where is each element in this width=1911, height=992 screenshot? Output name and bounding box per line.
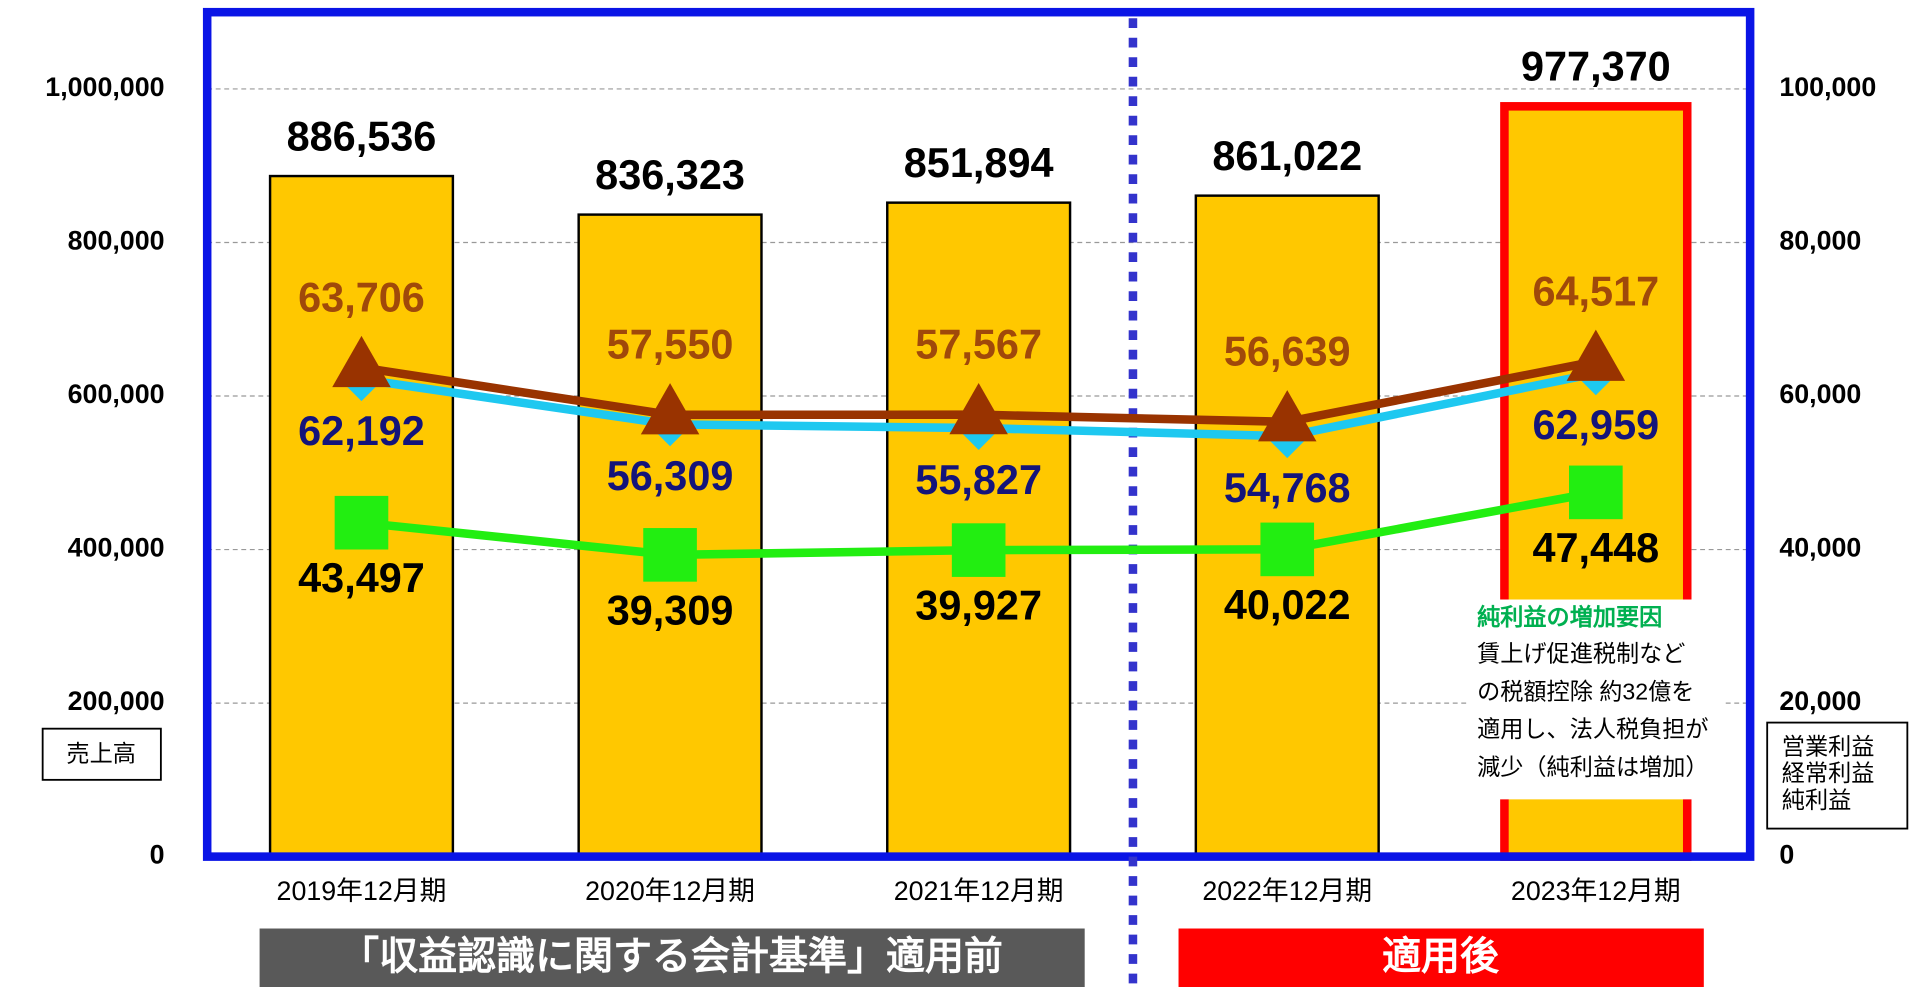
banner-after — [1178, 928, 1704, 987]
marker — [332, 335, 391, 388]
y2-tick-label: 0 — [1779, 840, 1794, 870]
data-label: 57,567 — [915, 321, 1042, 368]
marker — [1260, 522, 1315, 577]
marker — [949, 383, 1008, 435]
y2-tick-label: 100,000 — [1779, 72, 1876, 102]
legend-entry: 営業利益 — [1782, 733, 1875, 759]
banner-after-text: 適用後 — [1382, 935, 1500, 978]
y2-tick-label: 40,000 — [1779, 533, 1861, 563]
data-label: 836,323 — [595, 151, 745, 198]
data-label: 56,309 — [607, 452, 734, 499]
x-tick-label: 2023年12月期 — [1511, 876, 1681, 906]
y-tick-label: 200,000 — [68, 686, 165, 716]
annotation-line: 賃上げ促進税制など — [1477, 641, 1685, 667]
data-label: 43,497 — [298, 554, 425, 601]
data-label: 47,448 — [1532, 524, 1659, 571]
data-label: 54,768 — [1224, 464, 1351, 511]
data-label: 851,894 — [904, 139, 1054, 186]
data-label: 63,706 — [298, 273, 425, 320]
banner-before — [259, 928, 1085, 987]
data-label: 861,022 — [1212, 132, 1362, 179]
marker — [1257, 390, 1317, 442]
data-label: 40,022 — [1224, 581, 1351, 628]
annotation-line: 減少（純利益は増加） — [1477, 754, 1708, 780]
data-label: 57,550 — [607, 321, 734, 368]
y-axis-label: 売上高 — [66, 741, 135, 767]
x-tick-label: 2021年12月期 — [894, 876, 1064, 906]
data-label: 56,639 — [1224, 328, 1351, 375]
annotation-title: 純利益の増加要因 — [1477, 604, 1662, 630]
data-label: 886,536 — [287, 112, 437, 159]
y2-tick-label: 20,000 — [1779, 686, 1861, 716]
annotation-line: の税額控除 約32億を — [1477, 678, 1694, 704]
y-tick-label: 800,000 — [68, 226, 165, 256]
y-label-box — [41, 727, 162, 781]
marker — [1569, 465, 1623, 520]
marker — [951, 523, 1006, 577]
data-label: 62,192 — [298, 407, 425, 454]
data-label: 64,517 — [1532, 267, 1659, 314]
data-label: 39,309 — [607, 586, 734, 633]
annotation-box — [1468, 599, 1725, 800]
banner-before-text: 「収益認識に関する会計基準」適用前 — [340, 935, 1003, 978]
y2-tick-label: 80,000 — [1779, 226, 1861, 256]
data-label: 977,370 — [1521, 43, 1671, 90]
legend-entry: 経常利益 — [1782, 760, 1875, 786]
y-tick-label: 600,000 — [68, 379, 165, 409]
marker — [640, 383, 700, 435]
y2-label-box — [1766, 721, 1909, 830]
marker — [643, 528, 697, 582]
y-tick-label: 1,000,000 — [45, 72, 164, 102]
x-tick-label: 2020年12月期 — [585, 876, 755, 906]
data-label: 55,827 — [915, 456, 1042, 503]
plot-frame — [202, 7, 1755, 861]
y2-tick-label: 60,000 — [1779, 379, 1861, 409]
marker — [334, 495, 389, 550]
x-tick-label: 2019年12月期 — [277, 876, 447, 906]
data-label: 62,959 — [1532, 401, 1659, 448]
x-tick-label: 2022年12月期 — [1202, 876, 1372, 906]
y-tick-label: 0 — [150, 840, 165, 870]
data-label: 39,927 — [915, 582, 1042, 629]
annotation-line: 適用し、法人税負担が — [1477, 716, 1708, 742]
y-tick-label: 400,000 — [68, 533, 165, 563]
marker — [1566, 329, 1626, 381]
legend-entry: 純利益 — [1782, 787, 1851, 813]
